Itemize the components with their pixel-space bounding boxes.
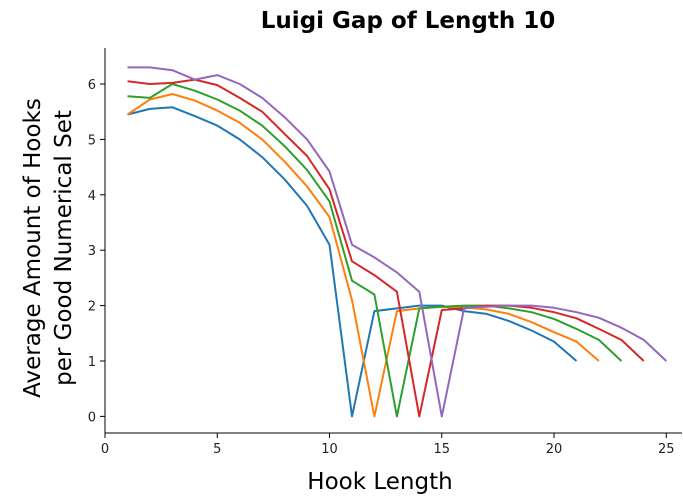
y-tick-label: 4 bbox=[88, 189, 96, 204]
y-tick-label: 1 bbox=[88, 355, 96, 370]
series-group bbox=[126, 66, 667, 418]
series-line-3 bbox=[127, 83, 623, 418]
x-tick-label: 5 bbox=[213, 442, 221, 457]
x-tick-label: 25 bbox=[658, 442, 675, 457]
x-axis-label: Hook Length bbox=[307, 469, 452, 495]
series-line-5 bbox=[127, 66, 667, 418]
x-ticks: 0 5 10 15 20 25 bbox=[101, 433, 675, 457]
y-axis-label: Average Amount of Hooks per Good Numeric… bbox=[20, 98, 77, 398]
y-tick-label: 0 bbox=[88, 410, 96, 425]
y-ticks: 0 1 2 3 4 5 6 bbox=[88, 78, 105, 425]
y-tick-label: 3 bbox=[88, 244, 96, 259]
y-tick-label: 2 bbox=[88, 300, 96, 315]
series-line-4 bbox=[127, 78, 645, 418]
x-tick-label: 10 bbox=[321, 442, 338, 457]
x-tick-label: 20 bbox=[546, 442, 563, 457]
x-tick-label: 0 bbox=[101, 442, 109, 457]
y-tick-label: 5 bbox=[88, 133, 96, 148]
y-tick-label: 6 bbox=[88, 78, 96, 93]
y-axis-label-line-2: per Good Numerical Set bbox=[51, 110, 77, 386]
series-line-1 bbox=[127, 106, 578, 418]
x-tick-label: 15 bbox=[433, 442, 450, 457]
chart-title: Luigi Gap of Length 10 bbox=[261, 8, 555, 34]
y-axis-label-line-1: Average Amount of Hooks bbox=[20, 98, 46, 398]
plot-area: 0 5 10 15 20 25 0 1 2 3 4 5 6 bbox=[88, 48, 682, 457]
series-line-2 bbox=[126, 93, 600, 418]
